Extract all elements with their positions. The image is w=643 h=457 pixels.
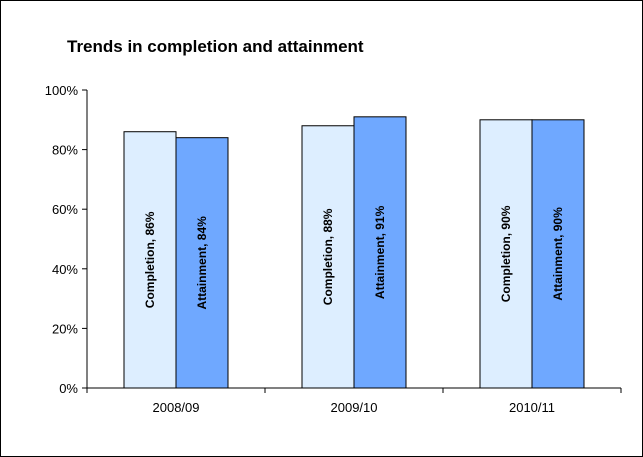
x-category-label: 2008/09 xyxy=(153,400,200,415)
y-tick-label: 40% xyxy=(52,262,78,277)
bar-completion-1 xyxy=(301,125,355,389)
x-category-label: 2009/10 xyxy=(331,400,378,415)
bar-completion-0 xyxy=(123,131,177,389)
y-tick-label: 100% xyxy=(45,83,79,98)
data-label-completion-2: Completion, 90% xyxy=(499,205,513,302)
y-tick-label: 20% xyxy=(52,321,78,336)
plot-area: 0% 20% 40% 60% 80% 100% Completion, 86% Attainm… xyxy=(45,83,622,415)
data-label-completion-0: Completion, 86% xyxy=(143,211,157,308)
bar-completion-2 xyxy=(479,119,533,389)
bar-attainment-2 xyxy=(531,119,585,389)
y-tick-label: 80% xyxy=(52,143,78,158)
bar-attainment-0 xyxy=(175,137,229,389)
data-label-attainment-2: Attainment, 90% xyxy=(551,207,565,301)
chart-title: Trends in completion and attainment xyxy=(67,37,364,56)
data-label-attainment-0: Attainment, 84% xyxy=(195,216,209,310)
bar-attainment-1 xyxy=(353,116,407,389)
data-label-completion-1: Completion, 88% xyxy=(321,208,335,305)
y-tick-label: 0% xyxy=(59,381,78,396)
y-tick-label: 60% xyxy=(52,202,78,217)
data-label-attainment-1: Attainment, 91% xyxy=(373,205,387,299)
x-category-label: 2010/11 xyxy=(509,400,555,415)
